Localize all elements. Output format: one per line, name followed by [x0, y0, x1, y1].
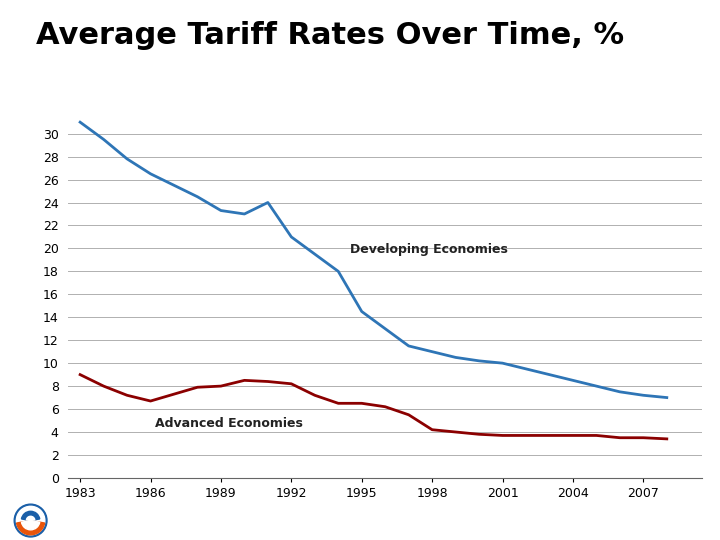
Wedge shape [22, 521, 40, 530]
Circle shape [14, 504, 47, 537]
Text: Average Tariff Rates Over Time, %: Average Tariff Rates Over Time, % [36, 21, 624, 50]
Circle shape [17, 507, 45, 535]
Wedge shape [27, 516, 35, 521]
Wedge shape [22, 511, 40, 521]
Wedge shape [17, 521, 45, 535]
Text: Advanced Economies: Advanced Economies [156, 417, 303, 430]
Text: Developing Economies: Developing Economies [350, 244, 508, 256]
